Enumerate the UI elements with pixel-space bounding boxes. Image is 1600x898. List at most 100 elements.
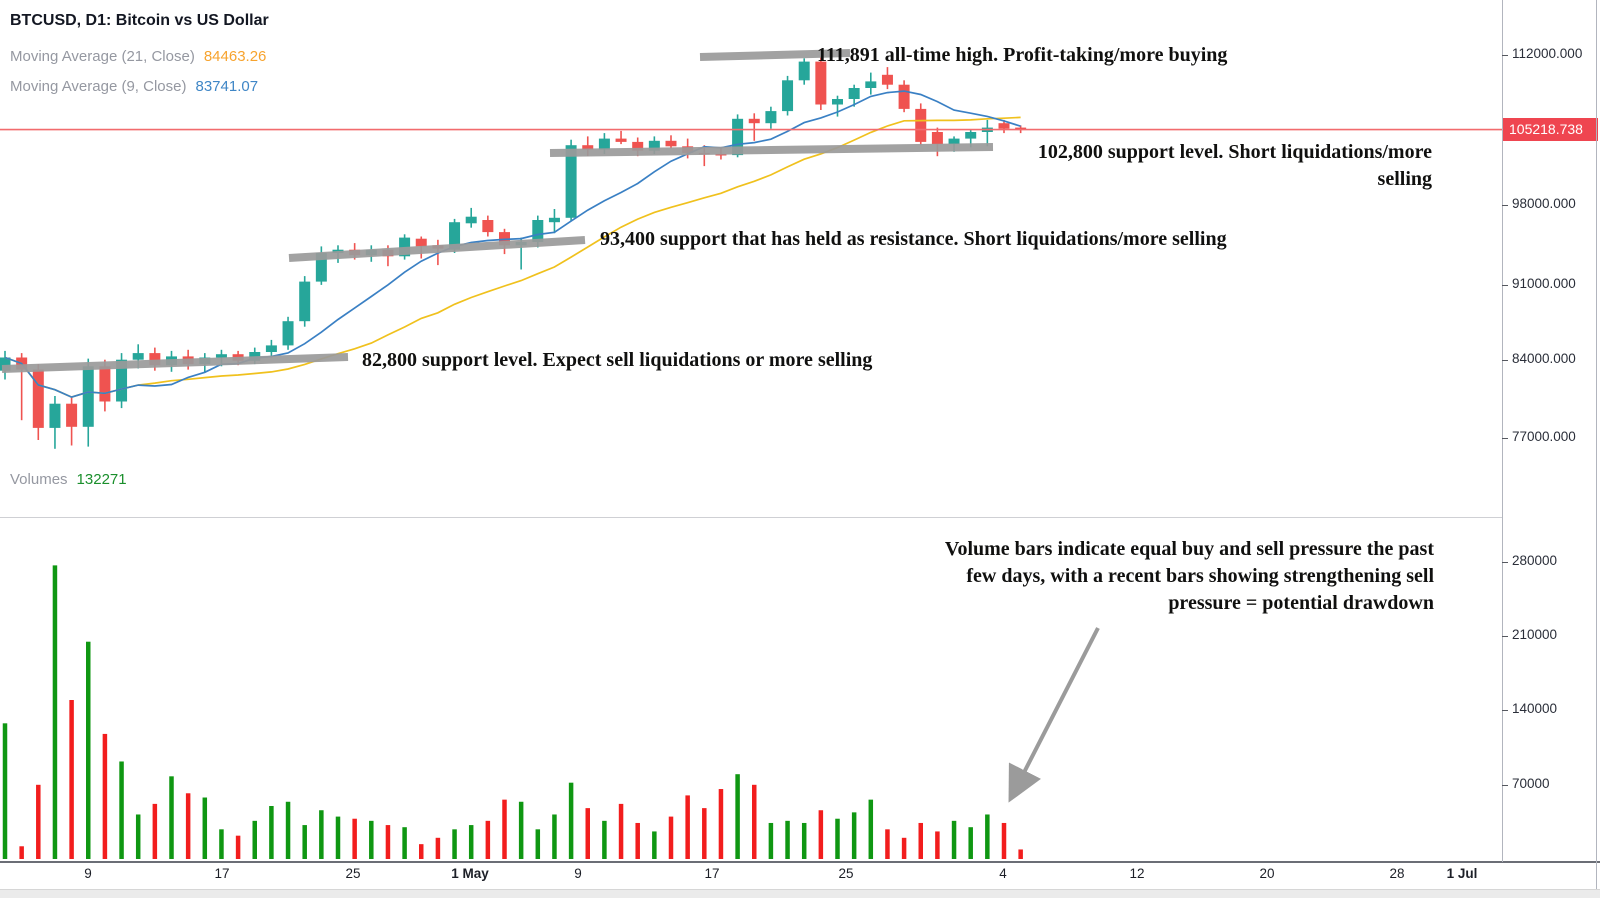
axis-label: 4 bbox=[999, 866, 1007, 881]
annotation-line: Volume bars indicate equal buy and sell … bbox=[944, 538, 1434, 560]
note-102800[interactable]: 102,800 support level. Short liquidation… bbox=[1038, 139, 1432, 193]
candle-body bbox=[582, 145, 594, 150]
axis-tick bbox=[1502, 785, 1508, 786]
axis-label: 280000 bbox=[1512, 553, 1558, 568]
volume-bar bbox=[135, 814, 141, 859]
note-volume[interactable]: Volume bars indicate equal buy and sell … bbox=[945, 536, 1434, 617]
axis-tick bbox=[1502, 562, 1508, 563]
volume-bar bbox=[468, 825, 474, 859]
volume-bar bbox=[668, 816, 674, 859]
volume-bar bbox=[485, 820, 491, 859]
candle-body bbox=[732, 118, 744, 156]
axis-tick bbox=[1502, 360, 1508, 361]
volume-bar bbox=[152, 803, 158, 859]
candle-body bbox=[931, 132, 943, 145]
candle-body bbox=[282, 321, 294, 346]
candle-body bbox=[399, 237, 411, 257]
volume-bar bbox=[685, 795, 690, 859]
indicator-ma21-value: 84463.26 bbox=[203, 48, 267, 65]
candle-body bbox=[415, 238, 427, 247]
volumes-label: Volumes bbox=[10, 471, 68, 488]
volume-bar bbox=[86, 641, 91, 859]
volume-bar bbox=[851, 812, 857, 859]
candle-body bbox=[215, 354, 227, 358]
volume-bar bbox=[918, 822, 923, 859]
volume-bar bbox=[369, 820, 374, 859]
axis-tick bbox=[1502, 636, 1508, 637]
axis-tick bbox=[1502, 438, 1508, 439]
volume-bar bbox=[419, 844, 424, 859]
axis-label: 70000 bbox=[1512, 776, 1550, 791]
support-93400-bar bbox=[288, 236, 586, 262]
note-82800[interactable]: 82,800 support level. Expect sell liquid… bbox=[362, 347, 872, 374]
indicator-ma9-label: Moving Average (9, Close) bbox=[10, 78, 187, 95]
pane-separator[interactable] bbox=[0, 517, 1502, 518]
candle-body bbox=[548, 217, 560, 223]
indicator-ma9-row[interactable]: Moving Average (9, Close) 83741.07 bbox=[10, 78, 258, 95]
volume-bar bbox=[219, 829, 224, 859]
axis-tick bbox=[1502, 55, 1508, 56]
annotation-line: 111,891 all-time high. Profit-taking/mor… bbox=[817, 44, 1228, 66]
bottom-toolbar-strip bbox=[0, 889, 1600, 898]
axis-label: 17 bbox=[704, 866, 720, 881]
volume-bar bbox=[801, 822, 807, 859]
volume-bar bbox=[835, 818, 840, 859]
candle-body bbox=[965, 132, 977, 139]
note-ath[interactable]: 111,891 all-time high. Profit-taking/mor… bbox=[817, 42, 1227, 69]
candle-body bbox=[482, 220, 494, 233]
axis-tick bbox=[1502, 285, 1508, 286]
volume-bar bbox=[618, 803, 624, 859]
volume-bar bbox=[535, 829, 541, 859]
axis-label: 9 bbox=[574, 866, 582, 881]
candle-body bbox=[32, 369, 44, 428]
axis-label: 12 bbox=[1129, 866, 1145, 881]
axis-label: 98000.000 bbox=[1512, 196, 1576, 211]
volume-bar bbox=[302, 825, 307, 859]
indicator-ma21-row[interactable]: Moving Average (21, Close) 84463.26 bbox=[10, 48, 266, 65]
candle-body bbox=[815, 61, 827, 105]
candle-body bbox=[948, 138, 960, 145]
volume-bar bbox=[2, 723, 8, 859]
axis-label: 28 bbox=[1389, 866, 1405, 881]
indicator-ma21-label: Moving Average (21, Close) bbox=[10, 48, 195, 65]
volume-bar bbox=[718, 789, 724, 859]
volume-bar bbox=[19, 846, 24, 859]
candle-body bbox=[532, 220, 544, 242]
volumes-indicator-row[interactable]: Volumes 132271 bbox=[10, 471, 127, 488]
candle-body bbox=[715, 154, 727, 156]
last-price-label: 105218.738 bbox=[1502, 118, 1598, 141]
candle-body bbox=[598, 138, 610, 150]
candle-body bbox=[915, 108, 927, 142]
axis-label: 210000 bbox=[1512, 627, 1558, 642]
time-axis-line bbox=[0, 861, 1600, 863]
volume-note-arrow bbox=[1008, 627, 1100, 803]
candle-body bbox=[149, 353, 161, 366]
symbol-title[interactable]: BTCUSD, D1: Bitcoin vs US Dollar bbox=[10, 12, 269, 29]
candle-body bbox=[665, 140, 677, 147]
volume-bar bbox=[1001, 822, 1007, 859]
support-102800-bar bbox=[549, 143, 994, 157]
volume-bar bbox=[985, 814, 990, 859]
volume-bar bbox=[36, 784, 41, 859]
candle-body bbox=[265, 345, 277, 352]
axis-label: 9 bbox=[84, 866, 92, 881]
volume-bar bbox=[402, 827, 407, 859]
axis-label: 91000.000 bbox=[1512, 276, 1576, 291]
ma9-line bbox=[4, 90, 1021, 399]
candle-body bbox=[832, 99, 843, 105]
candle-body bbox=[748, 118, 760, 124]
axis-label: 1 Jul bbox=[1446, 866, 1478, 881]
volume-bar bbox=[735, 774, 740, 859]
volume-bar bbox=[269, 806, 274, 859]
volumes-value: 132271 bbox=[76, 471, 127, 488]
volume-bar bbox=[818, 810, 824, 859]
note-93400[interactable]: 93,400 support that has held as resistan… bbox=[600, 226, 1227, 253]
volume-bar bbox=[52, 565, 58, 859]
annotation-line: 93,400 support that has held as resistan… bbox=[600, 228, 1227, 250]
volume-bar bbox=[635, 822, 640, 859]
candle-body bbox=[49, 403, 61, 428]
axis-label: 84000.000 bbox=[1512, 351, 1576, 366]
volume-bar bbox=[1018, 849, 1023, 859]
